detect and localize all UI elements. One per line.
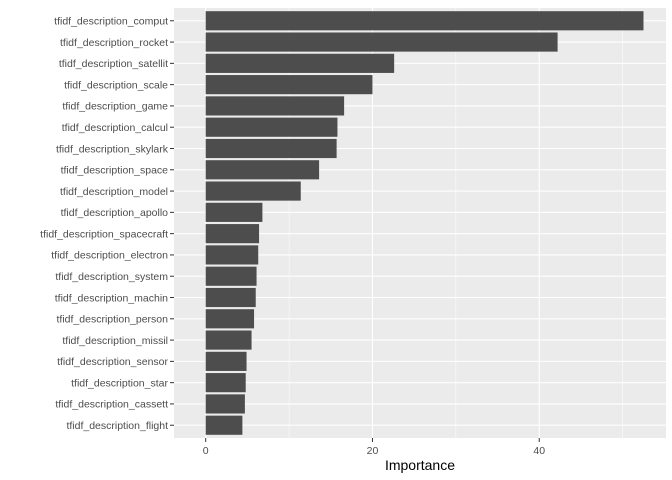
x-axis-title: Importance	[385, 457, 455, 473]
y-tick-label: tfidf_description_skylark	[56, 143, 169, 155]
bar-tfidf_description_machin	[205, 287, 256, 308]
bar-tfidf_description_space	[205, 160, 320, 180]
bars	[205, 11, 644, 435]
bar-tfidf_description_scale	[205, 75, 373, 95]
bar-tfidf_description_flight	[205, 415, 243, 435]
bar-tfidf_description_model	[205, 181, 301, 201]
x-tick-label: 20	[367, 445, 379, 457]
y-tick-label: tfidf_description_electron	[51, 250, 168, 262]
x-tick-label: 0	[203, 445, 209, 457]
bar-tfidf_description_star	[205, 373, 246, 393]
x-tick-label: 40	[533, 445, 545, 457]
y-tick-label: tfidf_description_person	[57, 314, 169, 326]
y-tick-label: tfidf_description_scale	[64, 79, 168, 91]
y-tick-label: tfidf_description_rocket	[60, 37, 168, 49]
bar-tfidf_description_electron	[205, 245, 259, 265]
bar-tfidf_description_spacecraft	[205, 224, 260, 244]
y-tick-label: tfidf_description_cassett	[55, 399, 168, 411]
y-tick-label: tfidf_description_comput	[54, 16, 168, 28]
y-tick-label: tfidf_description_model	[60, 186, 168, 198]
bar-tfidf_description_sensor	[205, 351, 247, 371]
y-tick-label: tfidf_description_sensor	[57, 356, 168, 368]
bar-tfidf_description_cassett	[205, 394, 245, 414]
y-axis-ticks	[170, 20, 174, 426]
bar-tfidf_description_person	[205, 309, 255, 329]
y-tick-label: tfidf_description_satellit	[59, 58, 168, 70]
y-tick-label: tfidf_description_missil	[62, 335, 168, 347]
y-tick-label: tfidf_description_spacecraft	[40, 228, 168, 240]
bar-tfidf_description_comput	[205, 11, 644, 31]
y-tick-label: tfidf_description_flight	[66, 420, 168, 432]
bar-tfidf_description_missil	[205, 330, 252, 350]
y-tick-label: tfidf_description_calcul	[62, 122, 168, 134]
x-axis-tick-labels: 0 20 40	[203, 445, 545, 457]
bar-tfidf_description_calcul	[205, 117, 338, 137]
bar-tfidf_description_satellit	[205, 53, 395, 73]
y-tick-label: tfidf_description_machin	[55, 292, 168, 304]
y-tick-label: tfidf_description_space	[61, 165, 169, 177]
bar-tfidf_description_skylark	[205, 138, 337, 159]
y-tick-label: tfidf_description_system	[55, 271, 168, 283]
x-axis-ticks	[205, 438, 540, 442]
y-tick-label: tfidf_description_game	[62, 101, 168, 113]
y-tick-label: tfidf_description_star	[71, 377, 168, 389]
y-axis-tick-labels: tfidf_description_comput tfidf_descriptio…	[40, 16, 169, 432]
bar-tfidf_description_rocket	[205, 32, 558, 52]
bar-tfidf_description_game	[205, 96, 345, 116]
y-tick-label: tfidf_description_apollo	[61, 207, 169, 219]
bar-tfidf_description_apollo	[205, 202, 263, 222]
bar-tfidf_description_system	[205, 266, 257, 286]
